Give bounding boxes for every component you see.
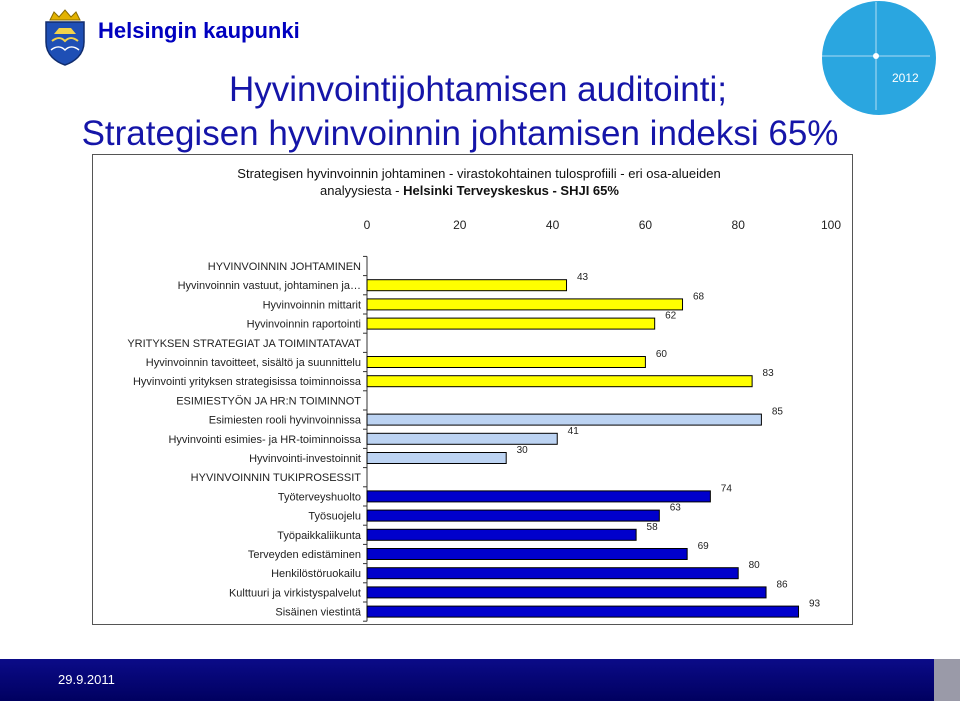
bar: [366, 413, 762, 426]
bar: [366, 567, 739, 580]
bar: [366, 298, 684, 311]
category-label: Terveyden edistäminen: [248, 549, 361, 561]
x-tick-label: 100: [821, 218, 841, 232]
category-label: Kulttuuri ja virkistyspalvelut: [229, 587, 361, 599]
category-label: Henkilöstöruokailu: [271, 568, 361, 580]
data-label: 30: [517, 445, 529, 456]
bar: [366, 548, 688, 560]
chart-subtitle: Strategisen hyvinvoinnin johtaminen - vi…: [93, 165, 854, 199]
chart-subtitle-line-1: Strategisen hyvinvoinnin johtaminen - vi…: [237, 166, 721, 181]
bar: [366, 509, 660, 522]
footer-date: 29.9.2011: [58, 672, 115, 687]
data-label: 60: [656, 349, 668, 360]
chart-subtitle-bold: Helsinki Terveyskeskus - SHJI 65%: [403, 183, 619, 198]
category-label: Työsuojelu: [308, 511, 361, 523]
footer-bar: 29.9.2011: [0, 659, 960, 701]
data-label: 93: [809, 599, 821, 610]
helsinki-coat-of-arms-logo: [45, 9, 85, 66]
bar: [366, 375, 753, 388]
category-label: Työpaikkaliikunta: [277, 530, 362, 542]
data-label: 62: [665, 311, 677, 322]
category-label: Sisäinen viestintä: [275, 607, 361, 619]
bar: [366, 605, 800, 618]
category-label: Hyvinvointi-investoinnit: [249, 453, 361, 465]
year-2012-badge: 2012: [822, 1, 936, 115]
data-label: 80: [749, 560, 761, 571]
bar: [366, 356, 646, 368]
x-tick-label: 40: [546, 218, 560, 232]
data-label: 43: [577, 272, 589, 283]
data-label: 86: [776, 579, 788, 590]
chart-frame: Strategisen hyvinvoinnin johtaminen - vi…: [92, 154, 853, 625]
category-label: ESIMIESTYÖN JA HR:N TOIMINNOT: [176, 395, 361, 407]
category-label: Esimiesten rooli hyvinvoinnissa: [209, 415, 362, 427]
bar: [366, 432, 558, 445]
footer-accent: [934, 659, 960, 701]
bar: [366, 528, 637, 541]
title-line-2: Strategisen hyvinvoinnin johtamisen inde…: [81, 114, 839, 153]
category-label: Työterveyshuolto: [278, 491, 361, 503]
category-label: Hyvinvointi yrityksen strategisissa toim…: [133, 376, 362, 388]
bar: [366, 586, 767, 599]
badge-year-text: 2012: [892, 71, 919, 85]
bar: [366, 317, 656, 330]
category-label: Hyvinvoinnin vastuut, johtaminen ja…: [178, 280, 361, 292]
brand-name: Helsingin kaupunki: [98, 18, 300, 43]
bar: [366, 490, 711, 503]
chart-subtitle-regular: analyysiesta -: [320, 183, 404, 198]
category-label: Hyvinvoinnin mittarit: [263, 299, 361, 311]
chart-subtitle-line-2: analyysiesta - Helsinki Terveyskeskus - …: [85, 182, 854, 199]
x-tick-label: 20: [453, 218, 467, 232]
data-label: 83: [763, 368, 775, 379]
x-tick-label: 60: [639, 218, 653, 232]
data-label: 41: [568, 426, 580, 437]
data-label: 69: [698, 541, 710, 552]
data-label: 68: [693, 291, 705, 302]
x-tick-label: 80: [732, 218, 746, 232]
title-line-1: Hyvinvointijohtamisen auditointi;: [228, 70, 728, 109]
category-label: HYVINVOINNIN JOHTAMINEN: [208, 261, 361, 273]
bar: [366, 279, 568, 292]
data-label: 85: [772, 407, 784, 418]
page-title: Hyvinvointijohtamisen auditointi; Strate…: [0, 68, 960, 156]
category-label: Hyvinvoinnin tavoitteet, sisältö ja suun…: [146, 357, 361, 369]
category-label: Hyvinvoinnin raportointi: [247, 319, 361, 331]
category-label: Hyvinvointi esimies- ja HR-toiminnoissa: [168, 434, 361, 446]
bar-chart: 0 20 40 60 80 100 HYVINVOINNIN JOHTAMINEN Hyvin…: [127, 218, 841, 622]
data-label: 58: [647, 522, 659, 533]
bar: [366, 452, 507, 464]
x-tick-label: 0: [364, 218, 371, 232]
category-label: YRITYKSEN STRATEGIAT JA TOIMINTATAVAT: [127, 338, 361, 350]
data-label: 63: [670, 503, 682, 514]
category-label: HYVINVOINNIN TUKIPROSESSIT: [191, 472, 362, 484]
data-label: 74: [721, 483, 733, 494]
